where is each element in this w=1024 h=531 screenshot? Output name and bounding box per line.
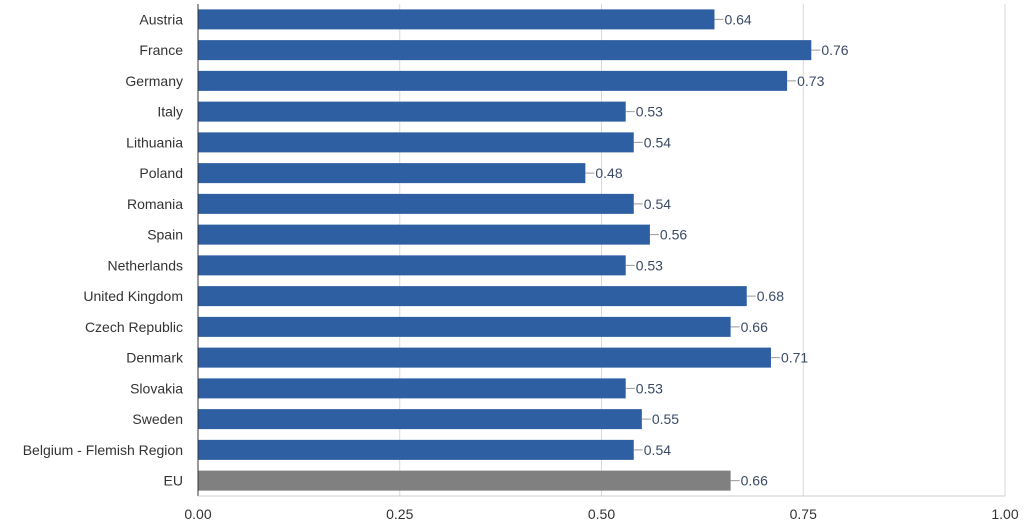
x-tick-label: 0.50 [588, 506, 615, 522]
category-label: Slovakia [130, 380, 183, 396]
bars [198, 9, 812, 491]
value-label: 0.54 [644, 134, 671, 150]
category-label: Germany [125, 73, 183, 89]
category-label: EU [164, 473, 183, 489]
axes [197, 4, 1005, 497]
bar [198, 255, 626, 276]
category-label: Poland [139, 165, 183, 181]
category-label: Netherlands [108, 257, 184, 273]
x-tick-label: 0.00 [184, 506, 211, 522]
value-label: 0.76 [821, 42, 848, 58]
bar [198, 224, 650, 245]
value-label: 0.53 [636, 257, 663, 273]
value-label: 0.54 [644, 442, 671, 458]
value-label: 0.71 [781, 350, 808, 366]
category-label: France [139, 42, 183, 58]
category-label: Lithuania [126, 134, 183, 150]
bar [198, 286, 747, 307]
bar [198, 470, 731, 491]
x-tick-label: 0.75 [790, 506, 817, 522]
bar [198, 9, 715, 30]
value-label: 0.64 [724, 11, 751, 27]
bar [198, 409, 642, 430]
x-tick-label: 0.25 [386, 506, 413, 522]
category-label: Italy [157, 104, 183, 120]
category-label: Czech Republic [85, 319, 183, 335]
bar [198, 70, 788, 91]
value-label: 0.55 [652, 411, 679, 427]
value-label: 0.66 [741, 319, 768, 335]
bar [198, 193, 634, 214]
value-label: 0.48 [595, 165, 622, 181]
bar [198, 316, 731, 337]
bar [198, 101, 626, 122]
category-label: United Kingdom [83, 288, 183, 304]
bar [198, 347, 771, 368]
bar [198, 378, 626, 399]
bar [198, 40, 812, 61]
bar [198, 439, 634, 460]
value-label: 0.56 [660, 227, 687, 243]
category-label: Denmark [126, 350, 184, 366]
x-tick-label: 1.00 [991, 506, 1018, 522]
bar [198, 132, 634, 153]
value-label: 0.73 [797, 73, 824, 89]
bar [198, 163, 586, 184]
value-label: 0.54 [644, 196, 671, 212]
category-label: Sweden [132, 411, 183, 427]
value-label: 0.53 [636, 104, 663, 120]
value-label: 0.66 [741, 473, 768, 489]
category-label: Austria [139, 11, 183, 27]
category-label: Belgium - Flemish Region [23, 442, 183, 458]
category-label: Romania [127, 196, 183, 212]
value-label: 0.53 [636, 380, 663, 396]
labels: 0.00 0.25 0.50 0.75 1.00 Austria 0.64 France 0.7… [23, 11, 1019, 522]
value-label: 0.68 [757, 288, 784, 304]
category-label: Spain [147, 227, 183, 243]
